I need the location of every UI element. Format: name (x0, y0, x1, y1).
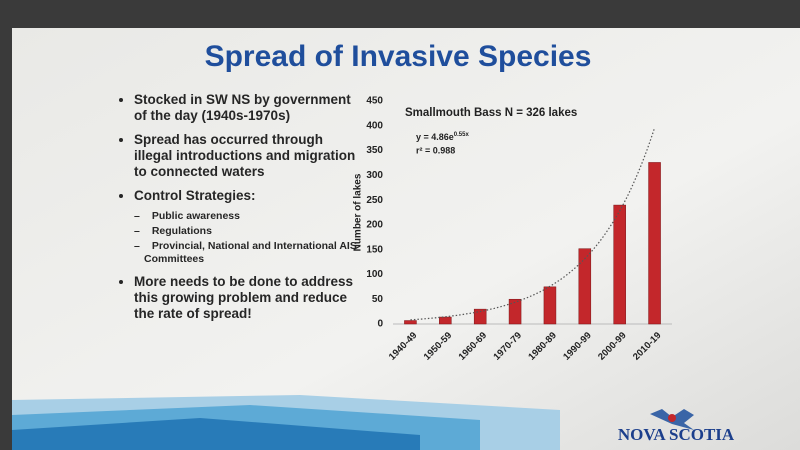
bullet-text: Stocked in SW NS by government of the da… (134, 92, 351, 123)
sub-bullet: Public awareness (144, 210, 357, 223)
bar (404, 320, 417, 325)
y-tick-label: 50 (372, 294, 384, 305)
bar (473, 308, 487, 325)
equation-base: y = 4.86e (416, 132, 454, 142)
bar (543, 286, 557, 325)
bullet-list: Stocked in SW NS by government of the da… (112, 92, 357, 330)
sub-bullet: Regulations (144, 225, 357, 238)
y-tick-label: 450 (366, 96, 383, 107)
bullet: More needs to be done to address this gr… (134, 274, 357, 322)
bullet: Spread has occurred through illegal intr… (134, 132, 357, 180)
equation-exponent: 0.55x (454, 132, 470, 138)
chart-title: Smallmouth Bass N = 326 lakes (405, 107, 577, 119)
wave-decoration (12, 418, 420, 450)
y-tick-label: 300 (366, 170, 383, 181)
slide-title: Spread of Invasive Species (205, 40, 592, 73)
bar (578, 248, 592, 325)
bar (508, 298, 522, 325)
bullet-text: More needs to be done to address this gr… (134, 274, 354, 321)
y-tick-label: 400 (366, 120, 383, 131)
y-tick-label: 350 (366, 145, 383, 156)
bullet: Control Strategies: Public awareness Regul… (134, 188, 357, 266)
y-tick-label: 100 (366, 269, 383, 280)
trendline-equation: y = 4.86e0.55x (416, 132, 469, 143)
logo-text: NOVA SCOTIA (618, 425, 735, 444)
bullet-text: Control Strategies: (134, 188, 256, 203)
logo-flag (650, 409, 694, 430)
y-tick-label: 150 (366, 244, 383, 255)
sub-bullets: Public awareness Regulations Provincial, N… (134, 210, 357, 266)
sub-bullet: Provincial, National and International A… (144, 240, 357, 266)
bar (613, 204, 626, 325)
y-axis-title: Number of lakes (353, 173, 364, 251)
bullet-text: Spread has occurred through illegal intr… (134, 132, 356, 179)
slide-background (12, 28, 800, 450)
trendline-r2: r² = 0.988 (416, 145, 455, 155)
bar (439, 316, 452, 325)
y-tick-label: 200 (366, 220, 383, 231)
bar (648, 162, 661, 325)
y-tick-label: 0 (377, 319, 383, 330)
bullets: Stocked in SW NS by government of the da… (112, 92, 357, 322)
y-tick-label: 250 (366, 195, 383, 206)
bullet: Stocked in SW NS by government of the da… (134, 92, 357, 124)
